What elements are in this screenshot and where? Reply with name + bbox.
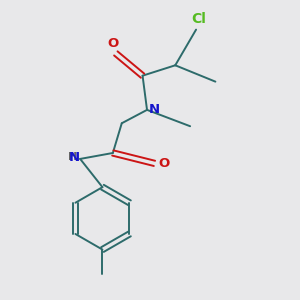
Text: H: H — [68, 152, 77, 162]
Text: O: O — [158, 157, 169, 170]
Text: N: N — [148, 103, 160, 116]
Text: Cl: Cl — [191, 12, 206, 26]
Text: O: O — [107, 38, 118, 50]
Text: N: N — [69, 151, 80, 164]
